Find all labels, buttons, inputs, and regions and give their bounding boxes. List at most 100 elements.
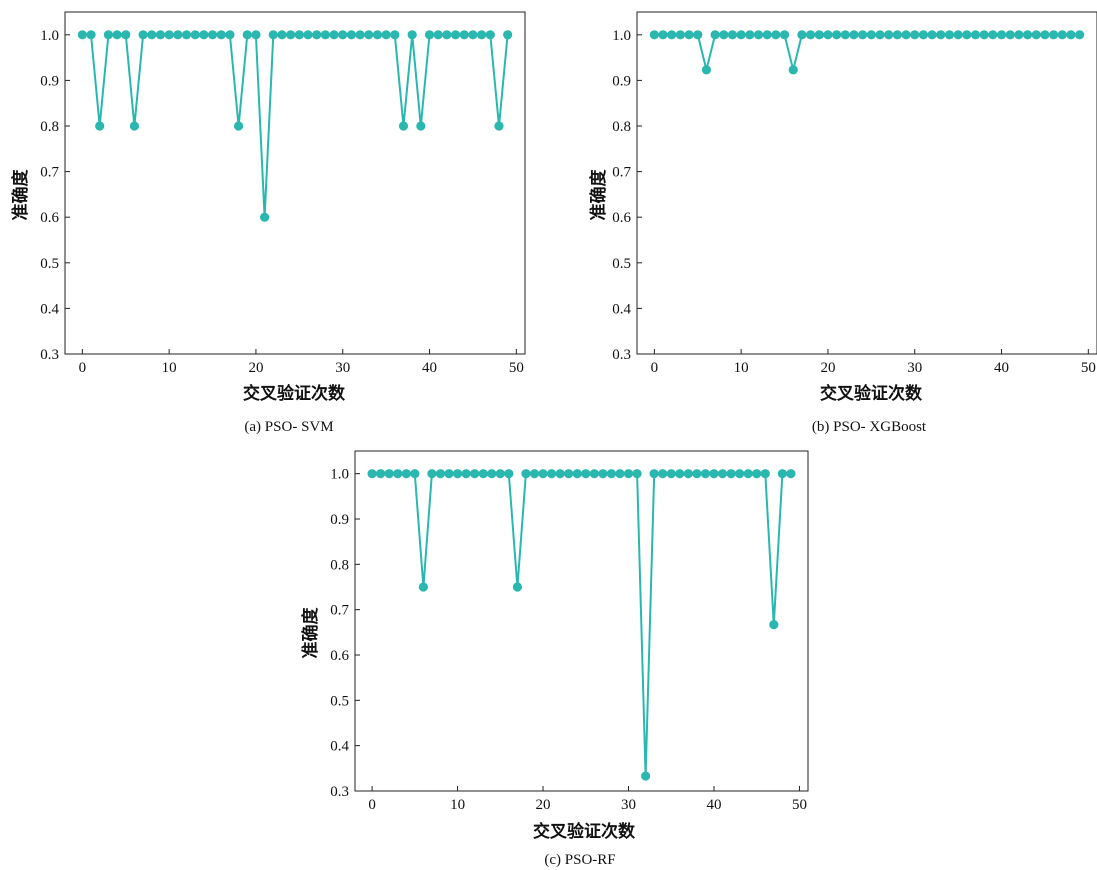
data-point [355,30,365,40]
x-tick-label: 10 [162,360,177,376]
data-point [675,469,685,479]
x-tick-label: 50 [792,797,807,813]
data-point [623,469,634,479]
data-point [675,30,685,40]
data-point [372,30,383,40]
data-point [683,469,693,479]
data-point [190,30,200,40]
y-tick-label: 0.6 [612,210,631,226]
data-point [398,121,409,131]
line-chart-pso-xgboost: 0 10 20 30 40 50 0.3 0.4 0.5 0.6 0.7 0.8 0.9 1.0 交叉验证… [588,11,1097,435]
x-axis-title: 交叉验证次数 [533,821,636,842]
data-point [401,469,411,479]
data-point [77,30,87,40]
data-point [735,469,745,479]
data-point [581,469,591,479]
data-point [147,30,157,40]
data-point [268,30,278,40]
data-point [444,469,454,479]
y-tick-label: 0.3 [612,347,631,363]
data-point [503,30,513,40]
data-point [944,30,955,40]
data-point [427,469,437,479]
data-point [667,30,677,40]
plot-marks [367,469,796,781]
data-point [1057,30,1067,40]
data-point [649,469,659,479]
x-tick-label: 0 [651,360,659,376]
x-axis-title: 交叉验证次数 [820,383,923,404]
data-point [858,30,868,40]
data-point [433,30,443,40]
y-tick-label: 0.9 [330,512,349,528]
data-point [103,30,113,40]
data-point [487,469,497,479]
data-point [164,30,174,40]
data-point [555,469,565,479]
data-point [970,30,981,40]
data-point [459,30,469,40]
data-point [901,30,911,40]
y-tick-label: 0.5 [40,256,59,272]
data-point [936,30,946,40]
data-point [910,30,920,40]
y-axis-title: 准确度 [300,607,321,659]
data-point [450,30,461,40]
data-point [95,121,105,131]
data-point [962,30,972,40]
y-tick-label: 0.4 [330,739,349,755]
data-point [918,30,929,40]
data-point [129,121,140,131]
line-chart-pso-svm: 0 10 20 30 40 50 0.3 0.4 0.5 0.6 0.7 0.8 0.9 1.0 交叉验证… [10,11,526,435]
x-tick-label: 40 [706,797,721,813]
figure-caption: (a) PSO- SVM [244,419,333,435]
y-tick-label: 0.3 [330,784,349,800]
data-point [884,30,894,40]
plot-frame [636,11,1097,355]
data-point [1066,30,1076,40]
data-point [641,771,651,781]
y-tick-label: 0.6 [40,210,59,226]
data-point [364,30,374,40]
data-point [233,121,244,131]
data-point [719,30,729,40]
x-tick-label: 0 [368,797,376,813]
y-tick-label: 0.6 [330,648,349,664]
data-point [435,469,446,479]
data-point [762,30,772,40]
y-tick-label: 0.4 [612,301,631,317]
figure-caption: (b) PSO- XGBoost [812,419,927,435]
data-point [442,30,452,40]
data-point [615,469,625,479]
data-point [779,30,790,40]
data-point [727,30,738,40]
data-point [512,582,522,592]
data-point [1005,30,1015,40]
data-point [832,30,842,40]
data-point [658,469,668,479]
data-point [666,469,676,479]
data-point [390,30,400,40]
y-axis-title: 准确度 [588,169,609,221]
data-point [823,30,833,40]
data-point [693,30,703,40]
data-point [294,30,304,40]
x-tick-label: 20 [536,797,551,813]
data-point [320,30,330,40]
x-tick-label: 50 [1081,360,1096,376]
data-point [312,30,322,40]
data-point [777,469,787,479]
data-point [410,469,420,479]
data-point [478,469,488,479]
data-point [138,30,148,40]
data-point [286,30,296,40]
y-tick-label: 0.4 [40,301,59,317]
plot-frame [354,450,809,792]
data-point [996,30,1007,40]
data-point [529,469,540,479]
series-line [372,472,791,777]
data-point [692,469,702,479]
chart-panel-pso-rf: 0 10 20 30 40 50 0.3 0.4 0.5 0.6 0.7 0.8 0.9 1.0 交叉验证… [290,438,830,870]
chart-panel-pso-svm: 0 10 20 30 40 50 0.3 0.4 0.5 0.6 0.7 0.8 0.9 1.0 交叉验证… [0,0,540,436]
data-point [786,469,796,479]
